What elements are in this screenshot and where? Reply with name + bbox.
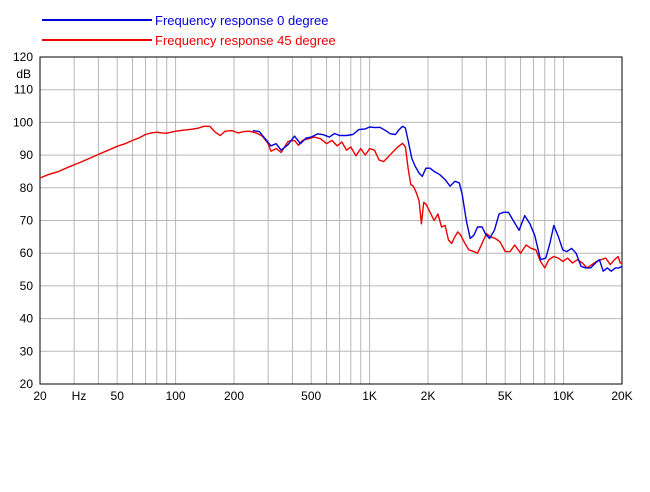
x-tick-label: 200 (224, 389, 244, 403)
y-axis-unit-label: dB (16, 67, 31, 81)
x-tick-label: 20K (611, 389, 632, 403)
y-tick-label: 30 (20, 344, 34, 358)
grid (40, 56, 622, 385)
y-tick-label: 50 (20, 279, 34, 293)
series-line-0-degree (252, 125, 623, 272)
legend-label-0-degree: Frequency response 0 degree (155, 13, 328, 28)
y-tick-label: 120 (13, 50, 33, 64)
y-tick-label: 40 (20, 312, 34, 326)
y-tick-label: 70 (20, 214, 34, 228)
x-tick-label: 5K (498, 389, 513, 403)
x-tick-label: 1K (362, 389, 377, 403)
y-axis-ticks: 20 30 40 50 60 70 80 90 100 110 120 (13, 50, 33, 391)
plot-frame (39, 56, 623, 385)
x-tick-label: 10K (553, 389, 574, 403)
x-axis-unit-label: Hz (72, 389, 87, 403)
x-tick-label: 100 (166, 389, 186, 403)
x-tick-label: 2K (421, 389, 436, 403)
x-tick-label: 20 (33, 389, 47, 403)
y-tick-label: 60 (20, 246, 34, 260)
y-tick-label: 90 (20, 148, 34, 162)
series-line-45-degree (39, 125, 622, 269)
y-tick-label: 20 (20, 377, 34, 391)
y-tick-label: 110 (14, 83, 33, 97)
legend-label-45-degree: Frequency response 45 degree (155, 33, 336, 48)
legend: Frequency response 0 degree Frequency re… (42, 13, 336, 48)
y-tick-label: 100 (13, 115, 33, 129)
y-tick-label: 80 (20, 181, 34, 195)
x-tick-label: 50 (111, 389, 125, 403)
series-group (39, 125, 623, 272)
x-tick-label: 500 (301, 389, 321, 403)
x-axis-ticks: 20 50 100 200 500 1K 2K 5K 10K 20K (33, 389, 632, 403)
